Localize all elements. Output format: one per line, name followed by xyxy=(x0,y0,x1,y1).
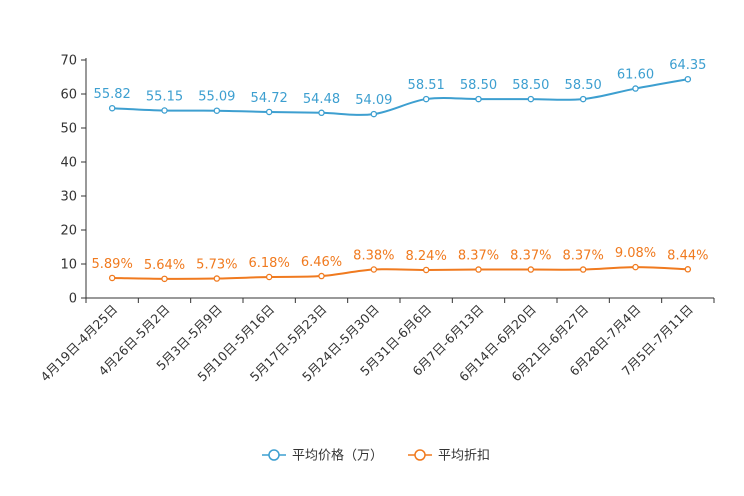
y-tick-label: 10 xyxy=(60,258,77,273)
data-label: 58.50 xyxy=(512,78,549,93)
data-point xyxy=(579,266,587,273)
data-point xyxy=(108,274,116,282)
data-point xyxy=(579,95,587,103)
data-label: 54.09 xyxy=(355,93,392,108)
data-label: 55.09 xyxy=(198,90,235,105)
data-point xyxy=(475,95,482,103)
data-point xyxy=(370,110,378,118)
data-label: 55.15 xyxy=(146,89,183,104)
series-layer: 55.82 55.15 55.09 54.72 54.48 54.09 58.51 58.50… xyxy=(92,58,708,283)
data-label: 5.64% xyxy=(144,258,185,273)
data-label: 61.60 xyxy=(617,68,654,83)
data-label: 8.44% xyxy=(667,248,708,263)
data-label: 6.46% xyxy=(301,255,342,270)
data-label: 5.73% xyxy=(196,258,237,273)
y-tick-label: 30 xyxy=(60,190,77,205)
data-point xyxy=(161,107,168,114)
data-point xyxy=(108,104,116,112)
data-point xyxy=(632,85,639,92)
data-point xyxy=(213,107,221,114)
data-point xyxy=(684,266,692,273)
data-point xyxy=(684,75,692,83)
y-tick-label: 0 xyxy=(69,292,77,307)
legend-label: 平均价格（万） xyxy=(292,448,383,464)
data-point xyxy=(422,95,430,103)
y-tick-label: 70 xyxy=(60,54,77,69)
data-point xyxy=(370,266,378,273)
data-label: 8.37% xyxy=(563,249,604,264)
data-point xyxy=(265,273,273,281)
series-line xyxy=(112,266,688,280)
legend-item-1[interactable]: 平均价格（万） xyxy=(262,448,383,464)
data-label: 58.51 xyxy=(408,78,445,93)
data-label: 8.24% xyxy=(406,249,447,264)
data-point xyxy=(265,108,273,116)
y-tick-label: 40 xyxy=(60,156,77,171)
data-label: 55.82 xyxy=(94,87,131,102)
series-2: 5.89% 5.64% 5.73% 6.18% 6.46% 8.38% 8.24% 8.37%… xyxy=(92,246,708,283)
data-label: 9.08% xyxy=(615,246,656,261)
data-point xyxy=(527,266,535,273)
data-label: 54.72 xyxy=(251,91,288,106)
data-point xyxy=(422,266,430,274)
legend-label: 平均折扣 xyxy=(438,449,490,464)
data-label: 8.37% xyxy=(510,249,551,264)
y-tick-label: 50 xyxy=(60,122,77,137)
data-point xyxy=(318,109,325,117)
y-tick-label: 60 xyxy=(60,88,77,103)
legend-swatch-marker xyxy=(268,449,280,461)
data-label: 5.89% xyxy=(92,257,133,272)
data-point xyxy=(632,263,639,271)
series-line xyxy=(112,78,689,116)
legend-swatch-marker xyxy=(414,449,426,461)
legend-item-2[interactable]: 平均折扣 xyxy=(408,449,490,464)
series-1: 55.82 55.15 55.09 54.72 54.48 54.09 58.51 58.50… xyxy=(94,58,706,118)
data-label: 64.35 xyxy=(669,58,706,73)
data-label: 8.37% xyxy=(458,249,499,264)
y-tick-label: 20 xyxy=(60,224,77,239)
data-point xyxy=(475,266,482,273)
legend[interactable]: 平均价格（万） 平均折扣 xyxy=(262,448,490,464)
data-point xyxy=(213,275,221,282)
data-label: 54.48 xyxy=(303,92,340,107)
data-label: 58.50 xyxy=(460,78,497,93)
data-point xyxy=(527,95,535,103)
data-label: 8.38% xyxy=(353,249,394,264)
data-label: 6.18% xyxy=(249,256,290,271)
data-point xyxy=(161,275,168,283)
data-label: 58.50 xyxy=(565,78,602,93)
data-point xyxy=(318,272,325,280)
